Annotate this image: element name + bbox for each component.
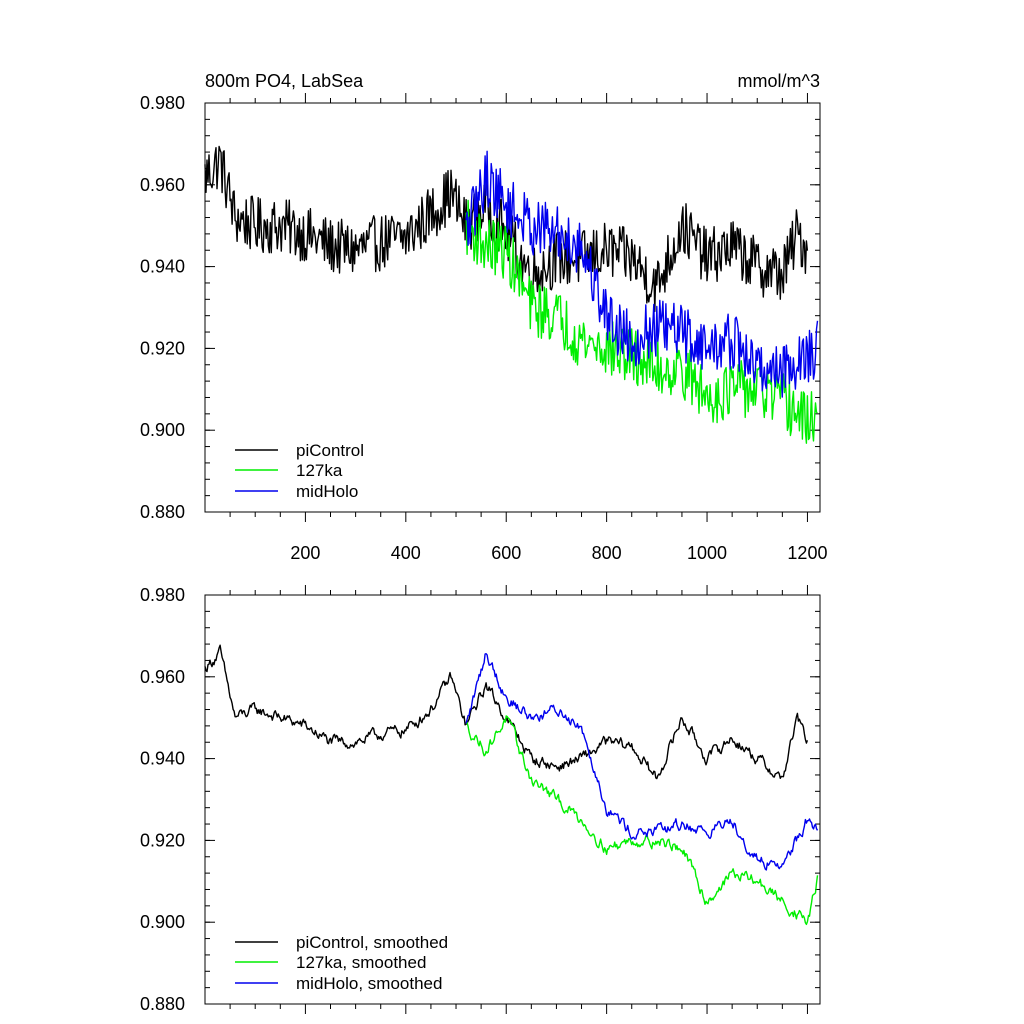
x-tick-label: 1200 <box>787 543 827 563</box>
series-line-picontrol <box>204 145 809 313</box>
series-line-127ka <box>465 199 818 444</box>
top-legend: piControl 127ka midHolo <box>235 441 364 501</box>
top-panel: 800m PO4, LabSea mmol/m^3 0.880 0.900 0.92… <box>140 71 828 563</box>
y-tick-label: 0.960 <box>140 175 185 195</box>
y-tick-label: 0.940 <box>140 749 185 769</box>
legend-label-127ka: 127ka <box>296 461 343 480</box>
x-tick-label: 400 <box>391 543 421 563</box>
chart-title: 800m PO4, LabSea <box>205 71 364 91</box>
x-tick-label: 1000 <box>687 543 727 563</box>
y-tick-label: 0.880 <box>140 502 185 522</box>
y-tick-label: 0.880 <box>140 994 185 1014</box>
series-line-midholo <box>465 150 819 398</box>
series-line-127ka-smoothed <box>465 715 819 926</box>
series-line-midholo-smoothed <box>465 653 819 871</box>
plot-frame <box>204 594 821 1005</box>
top-series-lines <box>204 145 819 444</box>
legend-label-127ka-smoothed: 127ka, smoothed <box>296 953 426 972</box>
plot-frame <box>204 102 821 513</box>
x-tick-label: 600 <box>491 543 521 563</box>
units-label: mmol/m^3 <box>738 71 820 91</box>
legend-label-midholo-smoothed: midHolo, smoothed <box>296 974 442 993</box>
y-tick-label: 0.900 <box>140 420 185 440</box>
legend-label-picontrol-smoothed: piControl, smoothed <box>296 933 448 952</box>
series-line-picontrol-smoothed <box>204 644 809 780</box>
bottom-panel: 0.880 0.900 0.920 0.940 0.960 0.980 piControl… <box>140 585 821 1014</box>
y-tick-label: 0.920 <box>140 830 185 850</box>
y-tick-label: 0.920 <box>140 338 185 358</box>
y-tick-label: 0.960 <box>140 667 185 687</box>
y-tick-label: 0.940 <box>140 257 185 277</box>
y-tick-label: 0.900 <box>140 912 185 932</box>
bottom-axes: 0.880 0.900 0.920 0.940 0.960 0.980 <box>140 585 821 1014</box>
y-tick-label: 0.980 <box>140 585 185 605</box>
legend-label-midholo: midHolo <box>296 482 358 501</box>
bottom-series-lines <box>204 644 819 926</box>
legend-label-picontrol: piControl <box>296 441 364 460</box>
x-tick-label: 800 <box>592 543 622 563</box>
bottom-legend: piControl, smoothed 127ka, smoothed midH… <box>235 933 448 993</box>
x-tick-label: 200 <box>290 543 320 563</box>
top-axes: 0.880 0.900 0.920 0.940 0.960 0.980 200 400 600 8… <box>140 93 827 563</box>
y-tick-label: 0.980 <box>140 93 185 113</box>
